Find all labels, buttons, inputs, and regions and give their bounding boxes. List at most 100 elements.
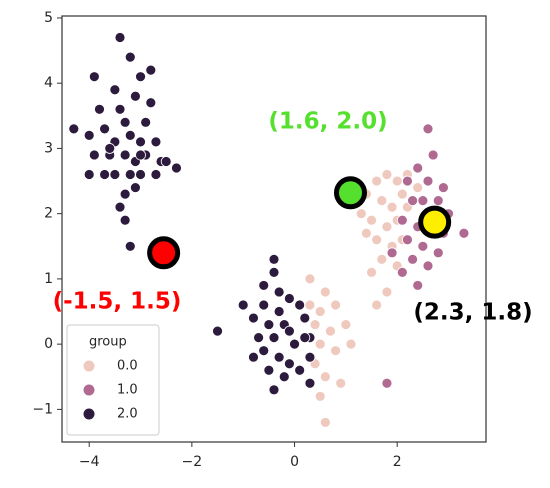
point bbox=[99, 123, 111, 135]
y-tick-label: 1 bbox=[44, 271, 53, 287]
point bbox=[437, 182, 449, 193]
point bbox=[407, 195, 418, 207]
point bbox=[396, 188, 408, 200]
y-tick-label: 4 bbox=[44, 75, 53, 91]
point bbox=[124, 129, 136, 141]
point bbox=[263, 364, 275, 376]
point bbox=[150, 136, 162, 148]
point bbox=[432, 195, 444, 207]
point bbox=[150, 169, 162, 180]
legend-box bbox=[66, 324, 160, 436]
point bbox=[289, 338, 300, 350]
point bbox=[299, 312, 311, 324]
point bbox=[88, 71, 100, 83]
point bbox=[258, 345, 270, 357]
x-tick-label: −4 bbox=[79, 454, 100, 470]
point bbox=[258, 280, 270, 291]
point bbox=[319, 417, 331, 428]
point bbox=[294, 364, 306, 376]
point bbox=[135, 169, 146, 180]
point bbox=[263, 319, 275, 330]
x-tick-label: −2 bbox=[182, 454, 203, 470]
point bbox=[145, 64, 157, 76]
point bbox=[83, 169, 95, 180]
annotation: (2.3, 1.8) bbox=[413, 300, 532, 326]
point bbox=[330, 299, 341, 311]
point bbox=[135, 71, 146, 83]
legend-label: 2.0 bbox=[117, 407, 138, 422]
y-tick-label: 5 bbox=[44, 10, 53, 26]
point bbox=[268, 384, 280, 396]
y-tick-label: −1 bbox=[32, 401, 53, 417]
point bbox=[283, 325, 295, 337]
annotation: (-1.5, 1.5) bbox=[53, 289, 182, 315]
legend-marker bbox=[82, 407, 96, 421]
point bbox=[212, 325, 223, 337]
point bbox=[391, 175, 403, 187]
point bbox=[273, 306, 285, 317]
point bbox=[381, 286, 393, 298]
point bbox=[114, 201, 126, 213]
point bbox=[402, 175, 413, 187]
point bbox=[160, 156, 172, 167]
point bbox=[268, 266, 280, 278]
point bbox=[319, 286, 331, 298]
highlight-marker bbox=[147, 236, 181, 270]
point bbox=[273, 286, 285, 298]
point bbox=[381, 377, 393, 389]
point bbox=[314, 390, 326, 402]
point bbox=[304, 273, 316, 285]
point bbox=[283, 358, 295, 370]
point bbox=[422, 123, 434, 135]
point bbox=[124, 51, 136, 63]
point bbox=[432, 247, 444, 259]
point bbox=[83, 129, 95, 141]
point bbox=[248, 312, 259, 324]
point bbox=[381, 169, 393, 180]
point bbox=[278, 371, 290, 383]
point bbox=[366, 214, 377, 226]
point bbox=[417, 195, 429, 207]
point bbox=[345, 338, 357, 350]
point bbox=[422, 260, 434, 272]
point bbox=[140, 116, 152, 128]
point bbox=[314, 306, 326, 317]
point bbox=[304, 377, 316, 389]
point bbox=[248, 351, 259, 363]
point bbox=[330, 345, 341, 357]
annotation: (1.6, 2.0) bbox=[268, 109, 387, 135]
point bbox=[402, 234, 413, 246]
legend-label: 1.0 bbox=[117, 383, 138, 398]
point bbox=[304, 299, 316, 311]
point bbox=[114, 103, 126, 115]
point bbox=[283, 293, 295, 304]
point bbox=[366, 266, 377, 278]
y-tick-label: 0 bbox=[44, 336, 53, 352]
point bbox=[114, 32, 126, 43]
point bbox=[335, 377, 347, 389]
x-tick-label: 0 bbox=[290, 454, 299, 470]
legend-label: 0.0 bbox=[117, 359, 138, 374]
point bbox=[314, 338, 326, 350]
point bbox=[427, 149, 439, 161]
x-tick-label: 2 bbox=[393, 454, 402, 470]
point bbox=[124, 240, 136, 252]
point bbox=[412, 182, 424, 193]
point bbox=[319, 371, 331, 383]
point bbox=[273, 351, 285, 363]
y-tick-label: 3 bbox=[44, 140, 53, 156]
point bbox=[458, 227, 470, 239]
point bbox=[124, 169, 136, 180]
point bbox=[417, 240, 429, 252]
point bbox=[294, 299, 306, 311]
point bbox=[309, 319, 321, 330]
point bbox=[119, 214, 131, 226]
point bbox=[119, 188, 131, 200]
point bbox=[371, 175, 383, 187]
point bbox=[376, 253, 388, 265]
point bbox=[135, 149, 146, 161]
point bbox=[340, 319, 352, 330]
point bbox=[68, 123, 80, 135]
point bbox=[396, 214, 408, 226]
